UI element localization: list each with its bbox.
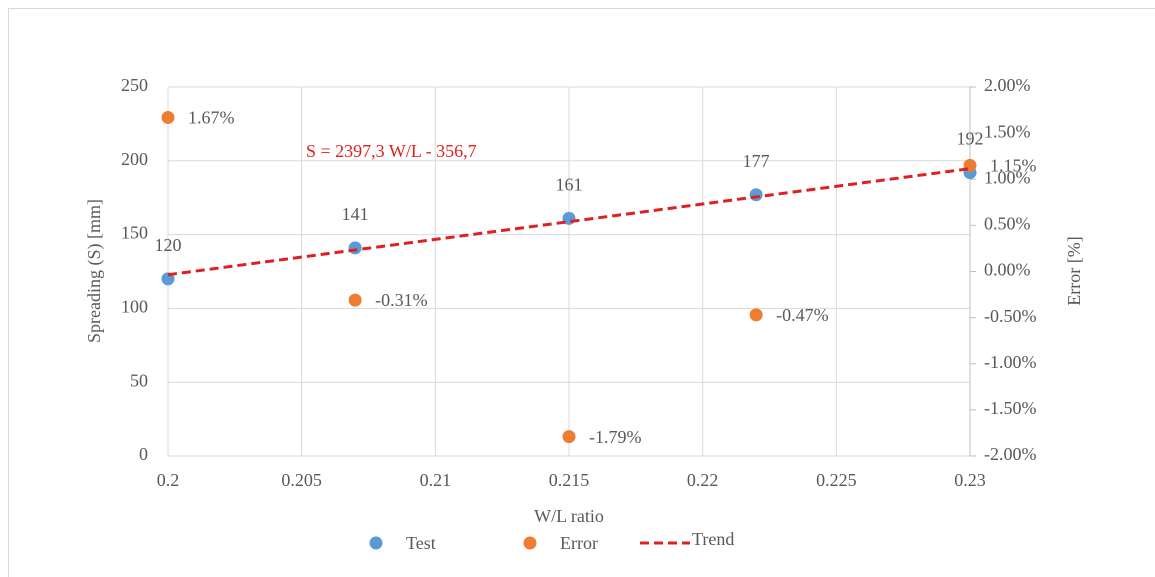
y2-tick-label: -1.50%: [984, 398, 1037, 418]
y-tick-label: 200: [121, 149, 148, 169]
y2-tick-label: -2.00%: [984, 444, 1037, 464]
data-label: 1.67%: [188, 108, 235, 128]
y2-tick-label: -0.50%: [984, 306, 1037, 326]
y-tick-label: 250: [121, 75, 148, 95]
y2-tick-label: 2.00%: [984, 75, 1031, 95]
legend-label: Error: [560, 533, 598, 553]
x-tick-label: 0.22: [687, 470, 719, 490]
y2-tick-label: -1.00%: [984, 352, 1037, 372]
y2-tick-label: 1.50%: [984, 121, 1031, 141]
legend-label: Trend: [692, 529, 734, 549]
trend-equation: S = 2397,3 W/L - 356,7: [306, 141, 477, 161]
x-axis-label: W/L ratio: [534, 506, 604, 526]
data-label: 161: [556, 174, 583, 194]
data-label: -0.31%: [375, 290, 428, 310]
y-tick-label: 50: [130, 370, 148, 390]
trend-line: [167, 167, 971, 277]
data-label: 192: [957, 129, 984, 149]
data-label: 120: [155, 235, 182, 255]
y2-tick-label: 0.50%: [984, 214, 1031, 234]
data-label: 1.15%: [990, 156, 1037, 176]
x-tick-label: 0.225: [816, 470, 857, 490]
point: [161, 110, 175, 124]
point: [749, 308, 763, 322]
data-label: 177: [743, 151, 770, 171]
y-tick-label: 100: [121, 297, 148, 317]
data-label: -1.79%: [589, 427, 642, 447]
legend-swatch: [369, 536, 383, 550]
x-tick-label: 0.21: [420, 470, 452, 490]
point: [749, 188, 763, 202]
x-tick-label: 0.205: [281, 470, 322, 490]
data-label: 141: [342, 204, 369, 224]
y-tick-label: 0: [139, 444, 148, 464]
point: [562, 430, 576, 444]
point: [348, 241, 362, 255]
data-label: -0.47%: [776, 305, 829, 325]
legend-label: Test: [406, 533, 436, 553]
point: [348, 293, 362, 307]
x-tick-label: 0.215: [549, 470, 590, 490]
y2-tick-label: 0.00%: [984, 260, 1031, 280]
y2-axis-label: Error [%]: [1064, 236, 1084, 305]
x-tick-label: 0.2: [157, 470, 180, 490]
y-tick-label: 150: [121, 223, 148, 243]
y2-tick-label: 1.00%: [984, 167, 1031, 187]
chart-border: [8, 8, 1155, 577]
legend-swatch: [523, 536, 537, 550]
y-axis-label: Spreading (S) [mm]: [84, 199, 105, 343]
x-tick-label: 0.23: [954, 470, 986, 490]
